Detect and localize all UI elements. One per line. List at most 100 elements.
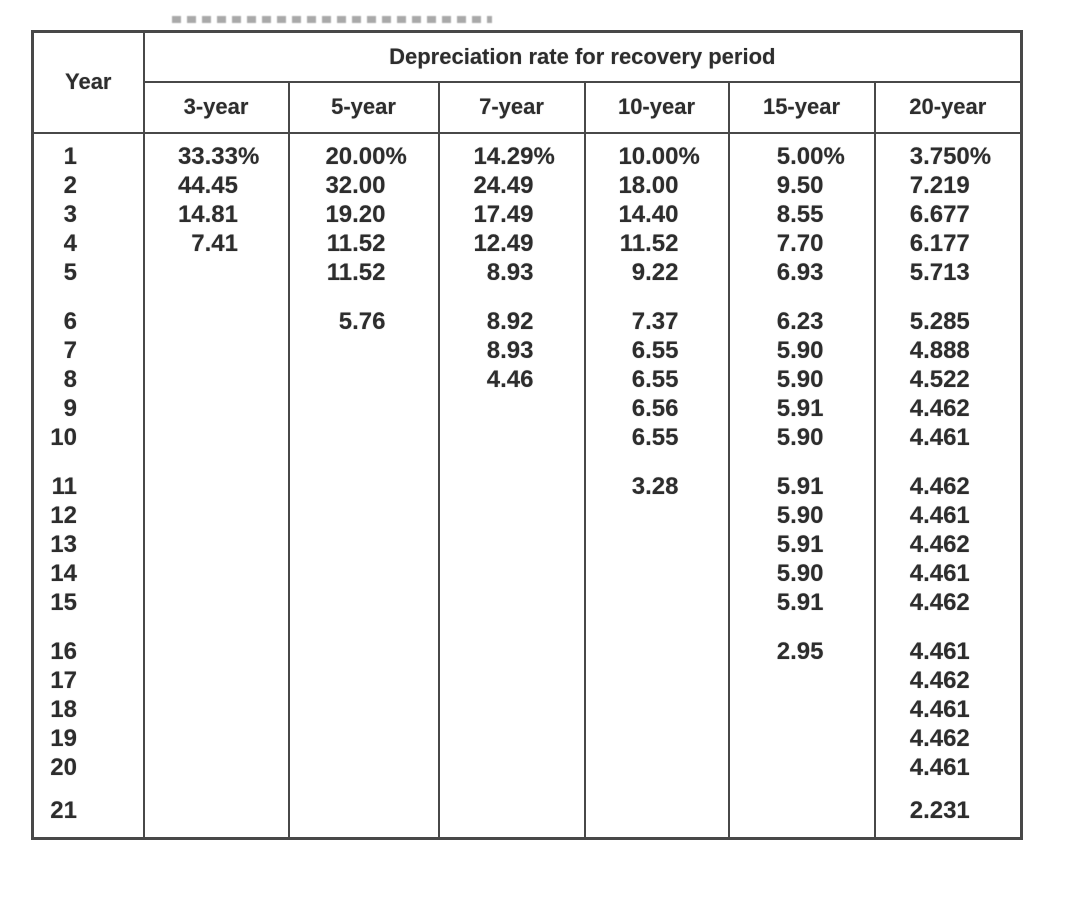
table-body: 1 33.33% 20.00% 14.29% 10.00% 5.00% 3.750% 2 44.… [31,132,1023,839]
rate-cell: 5.90 [727,365,876,395]
rate-cell: 8.92 [437,307,586,337]
rate-cell: 4.888 [873,336,1023,366]
rate-cell: 24.49 [437,171,586,201]
rate-value: 3.28 [631,473,679,500]
rate-cell: 12.49 [437,229,586,259]
rate-value: 4.461 [909,424,970,451]
rate-value: 20.00 [325,143,386,170]
rate-cell [583,501,730,531]
depreciation-rate-table: Year Depreciation rate for recovery peri… [31,30,1024,840]
table-row: 12 5.90 4.461 [31,501,1023,531]
rate-cell: 18.00 [583,171,730,201]
rate-cell: 2.95 [727,637,876,667]
rate-value: 5.713 [909,259,970,286]
rate-cell: 5.713 [873,258,1023,288]
spacer-cell [31,825,145,839]
year-cell: 11 [31,472,145,502]
rate-value: 14.29 [473,143,534,170]
header-columns-row: 3-year 5-year 7-year 10-year 15-year 20-… [33,81,1023,134]
rate-value: 17.49 [473,201,534,228]
rate-value: 11.52 [326,230,386,257]
rate-cell: 5.90 [727,423,876,453]
rate-value: 5.90 [776,337,824,364]
percent-sign: % [678,143,700,170]
rate-value: 4.461 [909,754,970,781]
rate-cell [142,530,290,560]
group-spacer-row [31,782,1023,797]
spacer-cell [873,452,1023,473]
rate-value: 4.462 [909,473,970,500]
rate-cell [727,796,876,826]
rate-cell [437,796,586,826]
spacer-cell [31,782,145,797]
rate-value: 5.90 [776,424,824,451]
spacer-cell [583,287,730,308]
rate-cell: 6.56 [583,394,730,424]
spacer-cell [142,617,290,638]
year-cell: 5 [31,258,145,288]
rate-value: 14.81 [177,201,238,228]
rate-value: 14.40 [618,201,679,228]
year-column-header: Year [31,31,145,134]
rate-cell: 3.750% [873,142,1023,172]
group-spacer-row [31,287,1023,308]
rate-value: 4.461 [909,560,970,587]
year-cell: 14 [31,559,145,589]
year-number: 18 [50,696,77,723]
rate-value: 44.45 [177,172,238,199]
rate-cell: 2.231 [873,796,1023,826]
rate-cell: 4.462 [873,472,1023,502]
year-number: 11 [51,473,77,500]
rate-cell [287,336,440,366]
table-row: 14 5.90 4.461 [31,559,1023,589]
year-cell: 7 [31,336,145,366]
rate-value: 5.91 [776,395,824,422]
year-cell: 15 [31,588,145,618]
spacer-cell [31,132,145,143]
rate-value: 7.41 [191,230,238,257]
rate-value: 4.888 [909,337,970,364]
rate-value: 5.91 [776,589,824,616]
rate-cell: 14.40 [583,200,730,230]
year-number: 9 [63,395,77,422]
year-number: 5 [63,259,77,286]
spacer-cell [727,617,876,638]
rate-value: 6.55 [631,337,679,364]
rate-cell: 6.23 [727,307,876,337]
rate-cell: 11.52 [583,229,730,259]
rate-cell [287,559,440,589]
rate-value: 3.750 [909,143,970,170]
rate-cell [142,472,290,502]
spacer-cell [873,132,1023,143]
percent-sign: % [385,143,407,170]
year-number: 10 [50,424,77,451]
rate-cell: 32.00 [287,171,440,201]
rate-value: 5.90 [776,560,824,587]
rate-value: 6.177 [909,230,970,257]
rate-cell: 7.37 [583,307,730,337]
rate-value: 6.55 [631,424,679,451]
rate-cell [287,637,440,667]
spacer-cell [727,825,876,839]
table-row: 3 14.81 19.20 17.49 14.40 8.55 6.677 [31,200,1023,230]
rate-value: 4.462 [909,395,970,422]
rate-cell [142,307,290,337]
cropped-caption-remnant [172,16,492,23]
rate-cell [437,559,586,589]
rate-cell [142,666,290,696]
rate-cell: 9.22 [583,258,730,288]
rate-cell: 9.50 [727,171,876,201]
year-cell: 18 [31,695,145,725]
year-cell: 3 [31,200,145,230]
spacer-cell [31,287,145,308]
rate-value: 7.70 [776,230,824,257]
table-row: 5 11.52 8.93 9.22 6.93 5.713 [31,258,1023,288]
rate-cell: 6.93 [727,258,876,288]
rate-cell: 5.91 [727,472,876,502]
rate-value: 5.90 [776,502,824,529]
rate-cell [727,666,876,696]
year-cell: 21 [31,796,145,826]
spacer-cell [287,825,440,839]
spacer-cell [287,452,440,473]
rate-cell: 7.219 [873,171,1023,201]
